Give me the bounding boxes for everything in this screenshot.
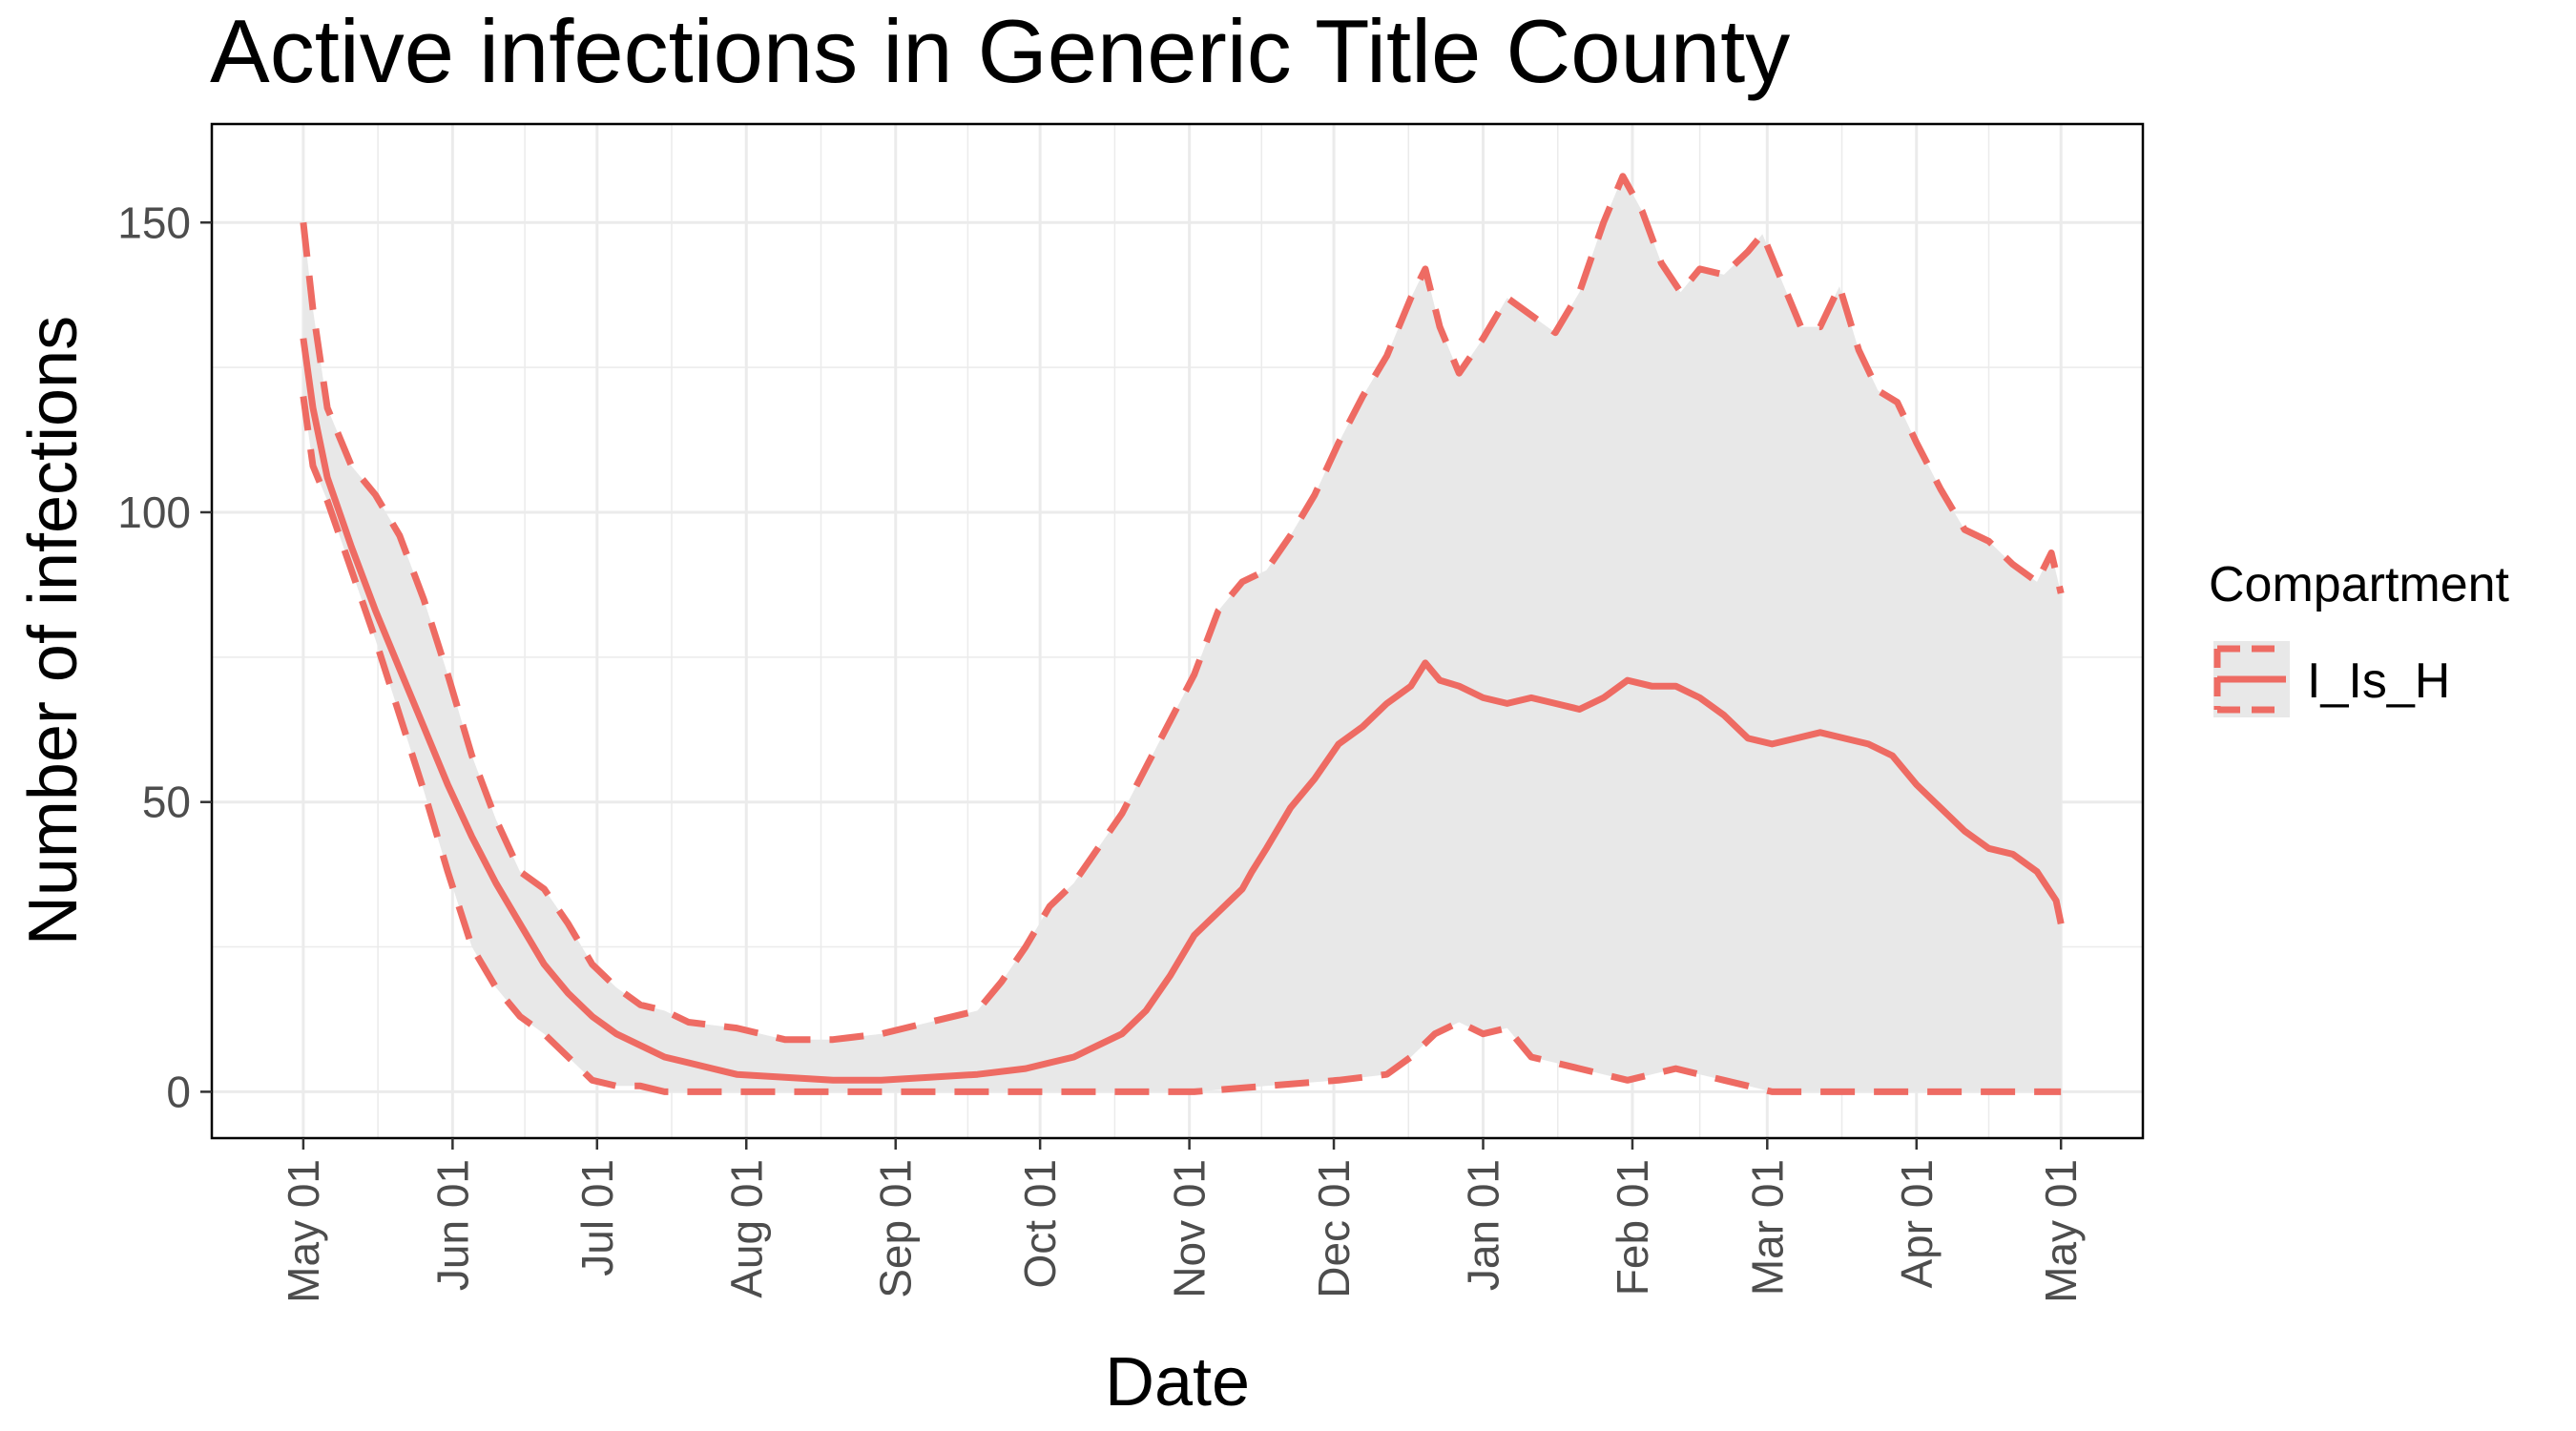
- y-tick-label: 50: [142, 778, 191, 827]
- y-tick-label: 0: [166, 1067, 191, 1116]
- x-tick-label: Dec 01: [1309, 1159, 1359, 1298]
- confidence-ribbon: [302, 176, 2062, 1092]
- series-line-upper-bound: [300, 173, 2065, 1044]
- x-tick-label: Jun 01: [427, 1159, 477, 1291]
- y-tick-label: 150: [117, 197, 191, 247]
- x-tick-label: Oct 01: [1015, 1159, 1065, 1289]
- x-tick-label: Mar 01: [1742, 1159, 1792, 1296]
- legend: Compartment I_Is_H: [2209, 557, 2510, 717]
- x-tick-label: May 01: [2036, 1159, 2086, 1303]
- chart-title: Active infections in Generic Title Count…: [210, 1, 1790, 101]
- legend-entry-label: I_Is_H: [2307, 653, 2450, 709]
- y-axis: 0 50 100 150: [117, 197, 212, 1116]
- plot-border: [210, 122, 2145, 1140]
- y-axis-label: Number of infections: [15, 316, 92, 945]
- y-tick-label: 100: [117, 487, 191, 537]
- x-tick-label: Nov 01: [1165, 1159, 1215, 1298]
- series-line-median: [300, 338, 2065, 1084]
- x-axis: May 01 Jun 01 Jul 01 Aug 01 Sep 01 Oct 01 Nov …: [279, 1138, 2086, 1303]
- x-axis-label: Date: [1105, 1344, 1250, 1421]
- x-tick-label: Apr 01: [1892, 1159, 1942, 1289]
- x-tick-label: Sep 01: [871, 1159, 921, 1298]
- x-tick-label: Aug 01: [721, 1159, 771, 1298]
- x-tick-label: Jul 01: [572, 1159, 622, 1276]
- x-tick-label: Jan 01: [1459, 1159, 1508, 1291]
- x-tick-label: May 01: [279, 1159, 328, 1303]
- legend-title: Compartment: [2209, 557, 2510, 612]
- x-tick-label: Feb 01: [1608, 1159, 1657, 1296]
